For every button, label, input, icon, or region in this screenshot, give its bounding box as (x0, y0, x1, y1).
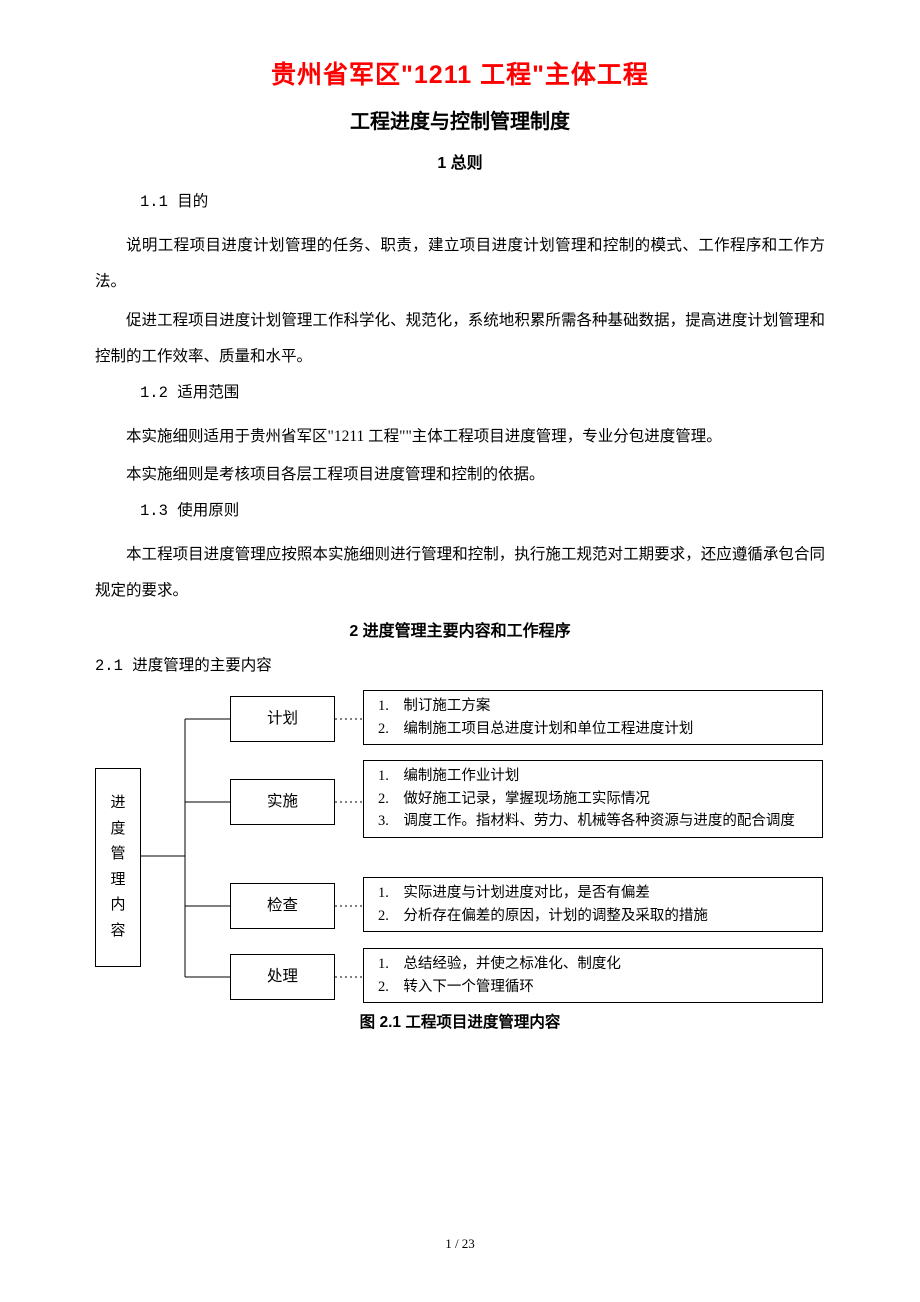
stage-box-1: 实施 (230, 779, 335, 825)
detail-box-1: 1. 编制施工作业计划2. 做好施工记录，掌握现场施工实际情况3. 调度工作。指… (363, 760, 823, 837)
page-footer: 1 / 23 (0, 1236, 920, 1252)
root-char: 内 (104, 893, 132, 919)
paragraph-1-1-a: 说明工程项目进度计划管理的任务、职责，建立项目进度计划管理和控制的模式、工作程序… (95, 228, 825, 301)
detail-item: 1. 编制施工作业计划 (378, 765, 808, 787)
stage-box-0: 计划 (230, 696, 335, 742)
diagram: 进度管理内容 计划 1. 制订施工方案2. 编制施工项目总进度计划和单位工程进度计… (95, 690, 825, 1002)
section-2-heading: 2 进度管理主要内容和工作程序 (95, 617, 825, 641)
heading-2-1: 2.1 进度管理的主要内容 (95, 651, 825, 682)
detail-item: 1. 实际进度与计划进度对比，是否有偏差 (378, 882, 808, 904)
title-main: 贵州省军区"1211 工程"主体工程 (95, 55, 825, 91)
root-char: 进 (104, 791, 132, 817)
title-sub: 工程进度与控制管理制度 (95, 105, 825, 134)
detail-item: 1. 制订施工方案 (378, 695, 808, 717)
paragraph-1-1-b: 促进工程项目进度计划管理工作科学化、规范化，系统地积累所需各种基础数据，提高进度… (95, 303, 825, 376)
detail-item: 2. 编制施工项目总进度计划和单位工程进度计划 (378, 718, 808, 740)
detail-item: 2. 转入下一个管理循环 (378, 976, 808, 998)
detail-box-3: 1. 总结经验，并使之标准化、制度化2. 转入下一个管理循环 (363, 948, 823, 1003)
detail-item: 2. 做好施工记录，掌握现场施工实际情况 (378, 788, 808, 810)
stage-box-2: 检查 (230, 883, 335, 929)
root-char: 度 (104, 817, 132, 843)
heading-1-2: 1.2 适用范围 (140, 378, 825, 409)
detail-box-0: 1. 制订施工方案2. 编制施工项目总进度计划和单位工程进度计划 (363, 690, 823, 745)
detail-box-2: 1. 实际进度与计划进度对比，是否有偏差2. 分析存在偏差的原因，计划的调整及采… (363, 877, 823, 932)
stage-box-3: 处理 (230, 954, 335, 1000)
detail-item: 2. 分析存在偏差的原因，计划的调整及采取的措施 (378, 905, 808, 927)
heading-1-3: 1.3 使用原则 (140, 496, 825, 527)
paragraph-1-2-a: 本实施细则适用于贵州省军区"1211 工程""主体工程项目进度管理，专业分包进度… (95, 419, 825, 455)
paragraph-1-3-a: 本工程项目进度管理应按照本实施细则进行管理和控制，执行施工规范对工期要求，还应遵… (95, 537, 825, 610)
root-char: 管 (104, 842, 132, 868)
root-char: 容 (104, 919, 132, 945)
diagram-root: 进度管理内容 (95, 768, 141, 967)
heading-1-1: 1.1 目的 (140, 187, 825, 218)
section-1-heading: 1 总则 (95, 149, 825, 173)
detail-item: 1. 总结经验，并使之标准化、制度化 (378, 953, 808, 975)
paragraph-1-2-b: 本实施细则是考核项目各层工程项目进度管理和控制的依据。 (95, 457, 825, 493)
detail-item: 3. 调度工作。指材料、劳力、机械等各种资源与进度的配合调度 (378, 810, 808, 832)
figure-caption: 图 2.1 工程项目进度管理内容 (95, 1010, 825, 1032)
root-char: 理 (104, 868, 132, 894)
